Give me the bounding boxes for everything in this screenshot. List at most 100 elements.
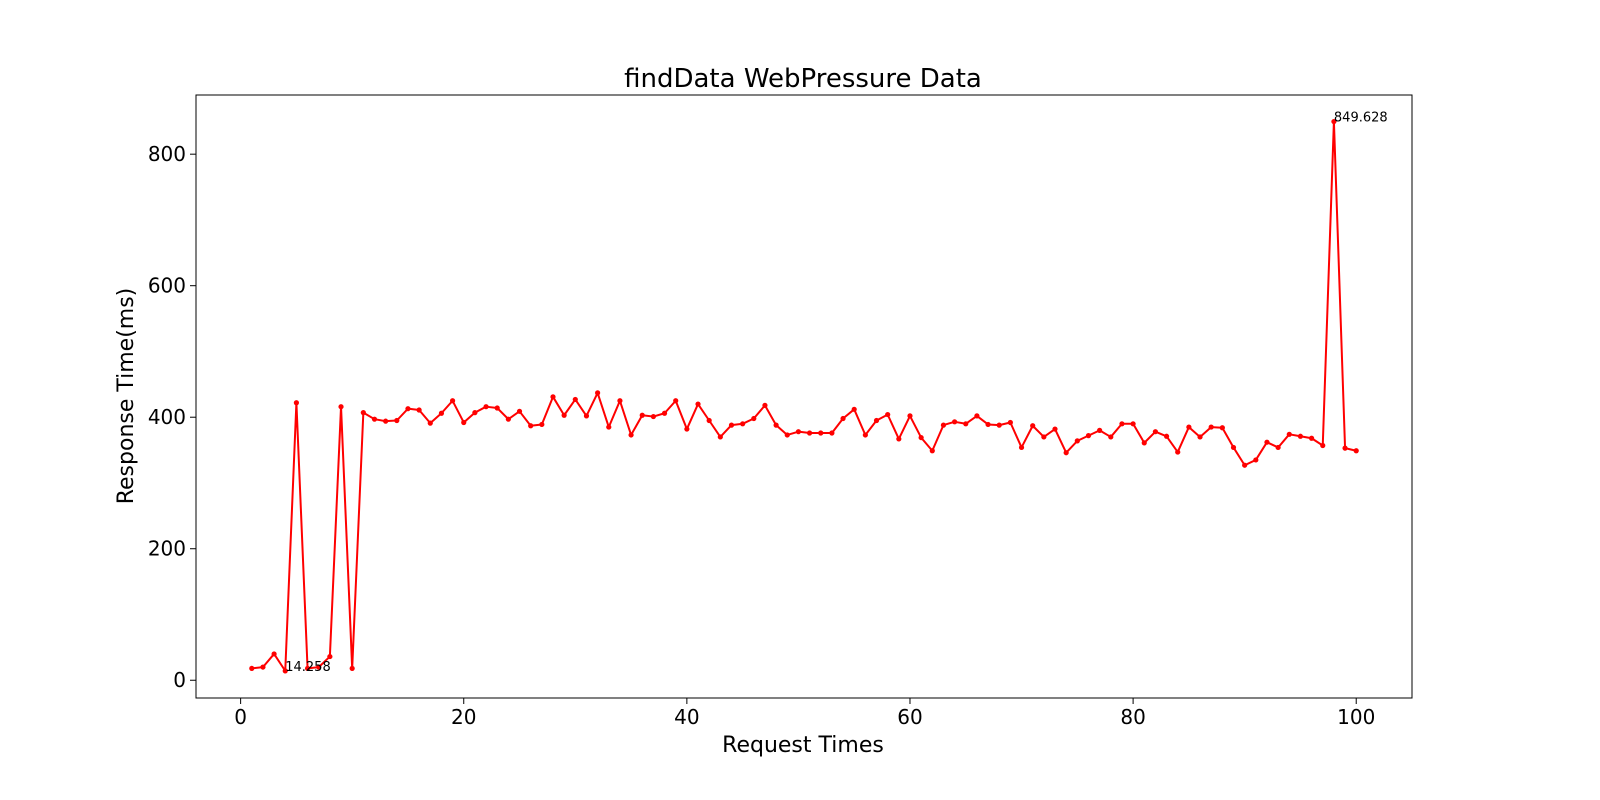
data-point xyxy=(773,422,779,428)
data-point xyxy=(282,668,288,674)
plot-area xyxy=(249,118,1359,674)
data-point xyxy=(1308,435,1315,441)
data-point xyxy=(1152,429,1159,435)
data-label: 14.258 xyxy=(285,660,331,675)
data-point xyxy=(795,429,802,435)
data-point xyxy=(1186,424,1192,430)
data-point xyxy=(1007,419,1013,426)
data-point xyxy=(751,415,757,422)
data-point xyxy=(438,410,445,416)
data-point xyxy=(1119,421,1125,427)
data-point xyxy=(528,423,534,429)
data-point xyxy=(940,422,947,428)
data-point xyxy=(505,416,511,422)
data-point xyxy=(1108,434,1114,440)
data-point xyxy=(996,422,1002,428)
data-point xyxy=(561,412,567,418)
data-point xyxy=(1320,442,1326,449)
data-point xyxy=(595,390,601,396)
data-point xyxy=(1331,118,1337,125)
data-point xyxy=(1286,431,1292,437)
data-point xyxy=(249,665,255,672)
data-point xyxy=(271,651,277,657)
data-point xyxy=(784,432,790,438)
data-point xyxy=(1030,423,1036,429)
data-point xyxy=(896,436,902,442)
data-point xyxy=(327,653,333,660)
data-point xyxy=(862,432,868,438)
data-point xyxy=(539,421,545,428)
data-point xyxy=(494,405,500,411)
data-point xyxy=(360,410,366,416)
data-point xyxy=(1063,450,1069,456)
data-point xyxy=(371,416,378,422)
data-label: 849.628 xyxy=(1334,111,1388,126)
data-point xyxy=(472,410,478,416)
data-point xyxy=(349,665,355,672)
data-point xyxy=(1097,427,1103,433)
data-point xyxy=(1018,444,1025,451)
data-point xyxy=(806,430,813,436)
data-point xyxy=(572,396,578,403)
data-point xyxy=(695,401,701,407)
data-point xyxy=(383,418,389,424)
x-axis-label: Request Times xyxy=(722,733,884,758)
data-point xyxy=(394,417,400,424)
data-point xyxy=(1353,448,1359,454)
data-point xyxy=(963,421,969,427)
data-point xyxy=(293,400,300,406)
plot-frame xyxy=(195,94,1413,699)
data-point xyxy=(1253,457,1259,463)
x-tick-label: 100 xyxy=(1337,705,1375,729)
data-point xyxy=(684,426,690,432)
data-point xyxy=(1130,421,1136,427)
data-point xyxy=(516,408,523,414)
data-point xyxy=(1141,440,1147,446)
series-line xyxy=(251,120,1357,672)
y-tick-label: 400 xyxy=(148,405,186,429)
x-tick-label: 0 xyxy=(234,705,247,729)
data-point xyxy=(1041,434,1047,440)
y-tick-label: 0 xyxy=(173,668,186,692)
data-point xyxy=(1197,434,1203,440)
data-point xyxy=(840,415,846,422)
data-point xyxy=(461,419,467,426)
data-point xyxy=(851,406,857,412)
data-point xyxy=(740,421,746,427)
data-point xyxy=(929,448,935,454)
data-point xyxy=(1163,433,1170,439)
data-point xyxy=(550,394,556,400)
data-point xyxy=(304,665,311,672)
data-point xyxy=(885,411,891,418)
data-point xyxy=(583,413,590,419)
data-point xyxy=(1230,444,1237,451)
data-point xyxy=(829,430,835,436)
data-point xyxy=(1219,425,1225,431)
data-point xyxy=(1074,438,1080,444)
data-point xyxy=(762,402,768,408)
data-point xyxy=(639,412,645,418)
x-tick-label: 20 xyxy=(451,705,476,729)
data-point xyxy=(483,404,489,410)
data-point xyxy=(673,398,679,404)
data-point xyxy=(628,432,634,438)
y-tick-label: 600 xyxy=(148,274,186,298)
data-point xyxy=(818,430,824,436)
data-point xyxy=(728,422,735,428)
data-point xyxy=(1242,462,1248,468)
data-point xyxy=(1275,444,1281,451)
data-point xyxy=(338,404,344,410)
y-tick-label: 200 xyxy=(148,537,186,561)
data-point xyxy=(661,410,668,416)
data-point xyxy=(617,398,623,404)
data-point xyxy=(1342,445,1348,451)
data-point xyxy=(405,406,411,412)
data-point xyxy=(1264,439,1270,445)
data-point xyxy=(260,664,266,670)
data-point xyxy=(650,413,656,420)
data-point xyxy=(985,421,991,428)
data-point xyxy=(316,664,322,670)
data-point xyxy=(427,420,433,426)
data-point xyxy=(706,417,712,424)
